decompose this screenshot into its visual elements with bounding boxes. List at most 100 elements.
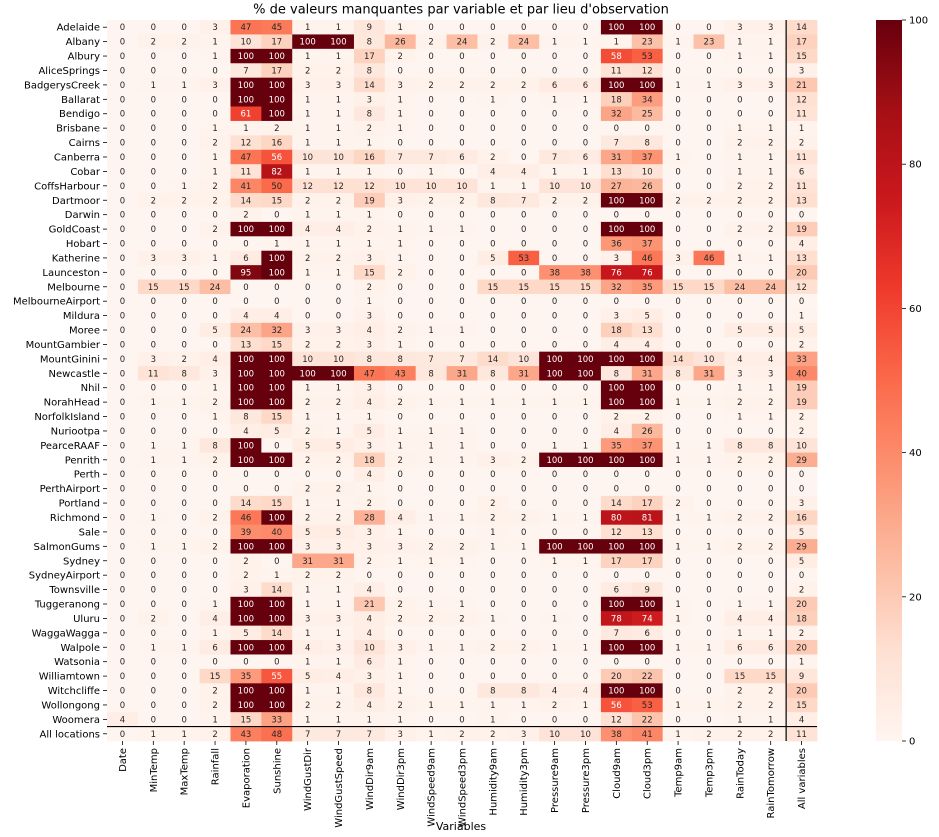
heatmap-cell: [353, 596, 386, 612]
cell-value-label: 1: [768, 384, 773, 394]
heatmap-cell: [662, 409, 694, 425]
heatmap-cell: [323, 467, 355, 482]
heatmap-cell: [570, 553, 602, 569]
heatmap-cell: [724, 394, 756, 410]
cell-value-label: 2: [212, 456, 217, 466]
cell-value-label: 20: [796, 268, 807, 278]
heatmap-cell: [199, 164, 231, 180]
heatmap-cell: [786, 164, 818, 180]
cell-value-label: 11: [796, 730, 807, 740]
column-label: Date: [118, 748, 129, 772]
heatmap-cell: [570, 683, 602, 699]
heatmap-cell: [631, 495, 664, 511]
cell-value-label: 0: [675, 470, 680, 480]
heatmap-cell: [786, 48, 818, 64]
cell-value-label: 0: [521, 340, 526, 350]
cell-value-label: 2: [737, 730, 742, 740]
heatmap-cell: [199, 92, 231, 107]
heatmap-cell: [508, 279, 540, 295]
heatmap-cell: [755, 567, 787, 583]
cell-value-label: 3: [367, 542, 372, 552]
cell-value-label: 0: [151, 528, 156, 538]
row-label: Melbourne: [47, 282, 100, 293]
heatmap-cell: [384, 135, 417, 151]
cell-value-label: 16: [796, 513, 807, 523]
cell-value-label: 0: [181, 326, 186, 336]
heatmap-cell: [755, 193, 787, 208]
cell-value-label: 1: [212, 715, 217, 725]
heatmap-cell: [570, 654, 602, 670]
heatmap-cell: [662, 697, 694, 713]
heatmap-cell: [724, 510, 756, 526]
heatmap-cell: [168, 337, 201, 353]
cell-value-label: 0: [706, 52, 711, 62]
cell-value-label: 5: [336, 528, 341, 538]
heatmap-cell: [199, 712, 231, 727]
cell-value-label: 0: [675, 182, 680, 192]
heatmap-cell: [755, 250, 787, 266]
cell-value-label: 0: [459, 384, 464, 394]
cell-value-label: 6: [799, 167, 804, 177]
heatmap-cell: [508, 178, 540, 194]
cell-value-label: 100: [608, 542, 624, 552]
heatmap-cell: [600, 380, 633, 396]
cell-value-label: 24: [240, 326, 251, 336]
heatmap-cell: [446, 236, 478, 252]
cell-value-label: 0: [675, 413, 680, 423]
cell-value-label: 24: [765, 283, 776, 293]
cell-value-label: 12: [642, 66, 653, 76]
cell-value-label: 3: [305, 614, 310, 624]
heatmap-cell: [261, 193, 293, 208]
heatmap-cell: [230, 120, 262, 136]
heatmap-cell: [384, 178, 417, 194]
cell-value-label: 0: [490, 600, 495, 610]
heatmap-cell: [662, 625, 694, 641]
row-label: Townsville: [48, 585, 100, 596]
heatmap-cell: [168, 221, 201, 237]
heatmap-cell: [631, 351, 664, 367]
row-label: Brisbane: [56, 124, 100, 135]
cell-value-label: 0: [212, 499, 217, 509]
cell-value-label: 0: [490, 571, 495, 581]
cell-value-label: 0: [398, 384, 403, 394]
heatmap-cell: [693, 510, 725, 526]
heatmap-cell: [353, 120, 386, 136]
cell-value-label: 2: [459, 730, 464, 740]
heatmap-cell: [415, 394, 447, 410]
cell-value-label: 0: [120, 340, 125, 350]
cell-value-label: 3: [614, 312, 619, 322]
heatmap-cell: [323, 221, 355, 237]
cell-value-label: 0: [737, 658, 742, 668]
heatmap-cell: [168, 236, 201, 252]
heatmap-cell: [662, 640, 694, 655]
cell-value-label: 1: [212, 153, 217, 163]
cell-value-label: 95: [240, 268, 251, 278]
cell-value-label: 100: [269, 614, 285, 624]
heatmap-cell: [446, 351, 478, 367]
cell-value-label: 22: [642, 672, 653, 682]
cell-value-label: 100: [608, 355, 624, 365]
heatmap-cell: [631, 366, 664, 381]
column-labels: Date MinTemp MaxTemp Rainfall Evaporation Sun…: [118, 741, 808, 828]
heatmap-cell: [693, 524, 725, 540]
row-label: Richmond: [50, 513, 100, 524]
heatmap-cell: [446, 611, 478, 627]
cell-value-label: 0: [521, 586, 526, 596]
cell-value-label: 12: [796, 283, 807, 293]
cell-value-label: 0: [243, 485, 248, 495]
cell-value-label: 1: [336, 427, 341, 437]
cell-value-label: 3: [799, 499, 804, 509]
heatmap-cell: [137, 63, 170, 79]
cell-value-label: 2: [398, 614, 403, 624]
heatmap-cell: [137, 712, 170, 727]
heatmap-cell: [570, 20, 602, 35]
cell-value-label: 32: [611, 283, 622, 293]
heatmap-cell: [755, 467, 787, 482]
heatmap-cell: [662, 207, 694, 223]
heatmap-cell: [261, 409, 293, 425]
cell-value-label: 3: [305, 542, 310, 552]
heatmap-cell: [168, 726, 201, 742]
cell-value-label: 0: [552, 672, 557, 682]
cell-value-label: 26: [395, 38, 406, 48]
cell-value-label: 15: [179, 283, 190, 293]
